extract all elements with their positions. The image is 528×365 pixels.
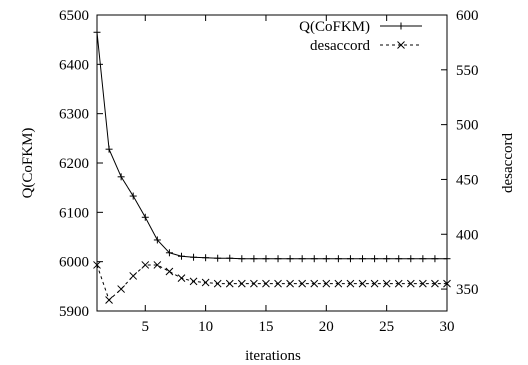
left-y-tick-label: 6100 [59,205,89,221]
x-tick-label: 25 [379,319,394,335]
series-1-point [287,255,294,262]
series-2-point [226,280,233,287]
left-axis-title: Q(CoFKM) [20,128,36,199]
left-y-tick-label: 6400 [59,57,89,73]
series-1-point [238,255,245,262]
series-1-point [383,255,390,262]
x-tick-label: 15 [258,319,273,335]
series-2-point [275,280,282,287]
series-2-point [130,272,137,279]
right-y-tick-label: 350 [456,282,479,298]
series-1-point [118,173,125,180]
series-1-point [407,255,414,262]
right-axis-title: desaccord [500,133,516,193]
x-tick-label: 30 [440,319,455,335]
series-1-point [311,255,318,262]
legend-label: desaccord [310,38,370,54]
left-y-tick-label: 6200 [59,156,89,172]
series-1-point [395,255,402,262]
x-tick-label: 5 [142,319,150,335]
series-2-point [250,280,257,287]
left-y-tick-label: 6300 [59,107,89,123]
legend-marker [398,23,405,30]
series-1-point [250,255,257,262]
series-2-point [190,278,197,285]
series-1-point [431,255,438,262]
series-1-point [202,254,209,261]
series-2-point [311,280,318,287]
series-1-point [226,255,233,262]
series-2-point [299,280,306,287]
plot-frame [97,15,447,311]
series-1-point [371,255,378,262]
x-axis-title: iterations [245,348,301,364]
series-1-point [130,193,137,200]
series-line-2 [97,265,447,300]
series-1-point [347,255,354,262]
right-y-tick-label: 550 [456,63,479,79]
series-2-point [287,280,294,287]
series-1-point [190,254,197,261]
right-y-tick-label: 500 [456,118,479,134]
series-2-point [202,279,209,286]
series-2-point [238,280,245,287]
series-1-point [214,255,221,262]
legend: Q(CoFKM) desaccord [299,19,422,54]
series-2-point [106,297,113,304]
series-2-point [118,286,125,293]
series-2-point [178,275,185,282]
right-y-tick-label: 450 [456,172,479,188]
right-y-tick-label: 600 [456,8,479,24]
x-tick-label: 10 [198,319,213,335]
x-tick-label: 20 [319,319,334,335]
series-1-point [359,255,366,262]
left-y-tick-label: 5900 [59,304,89,320]
series-2-point [214,280,221,287]
series-1-point [335,255,342,262]
series-1-point [323,255,330,262]
series-1-point [262,255,269,262]
series-1-point [275,255,282,262]
legend-label: Q(CoFKM) [299,19,370,35]
left-y-tick-label: 6500 [59,8,89,24]
series-1-point [106,146,113,153]
series-2-point [262,280,269,287]
left-y-tick-label: 6000 [59,255,89,271]
series-line-1 [97,32,447,258]
axis-ticks [97,15,447,311]
series-1-point [419,255,426,262]
series-1-point [142,214,149,221]
series-1-point [299,255,306,262]
series-2-point [166,268,173,275]
right-y-tick-label: 400 [456,227,479,243]
series-1-point [178,253,185,260]
series-lines [94,29,451,304]
